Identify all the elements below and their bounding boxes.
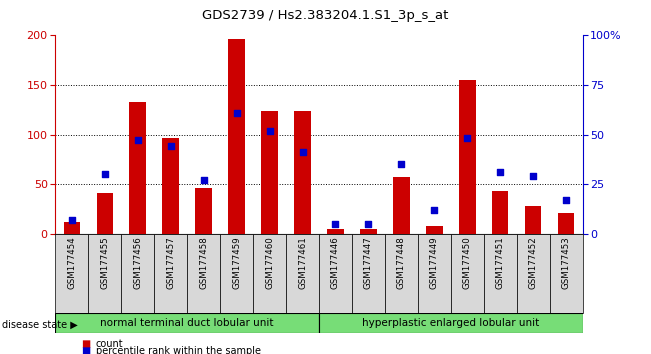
Text: GSM177460: GSM177460	[265, 236, 274, 289]
Text: GDS2739 / Hs2.383204.1.S1_3p_s_at: GDS2739 / Hs2.383204.1.S1_3p_s_at	[202, 9, 449, 22]
Bar	[163, 138, 179, 234]
Text: ■: ■	[81, 346, 90, 354]
Point	[363, 221, 374, 227]
Text: GSM177453: GSM177453	[562, 236, 571, 289]
Bar	[426, 226, 443, 234]
Bar	[229, 39, 245, 234]
Point	[264, 128, 275, 133]
Bar	[525, 206, 542, 234]
Text: GSM177454: GSM177454	[67, 236, 76, 289]
Point	[561, 197, 572, 203]
Point	[133, 138, 143, 143]
Bar	[286, 234, 319, 313]
Text: disease state ▶: disease state ▶	[2, 320, 77, 330]
Bar	[450, 234, 484, 313]
Text: GSM177451: GSM177451	[496, 236, 505, 289]
Bar	[261, 111, 278, 234]
Text: GSM177455: GSM177455	[100, 236, 109, 289]
Point	[298, 149, 308, 155]
Bar	[492, 191, 508, 234]
Text: GSM177459: GSM177459	[232, 236, 241, 289]
Point	[330, 221, 340, 227]
Point	[199, 177, 209, 183]
Point	[100, 171, 110, 177]
Bar	[130, 102, 146, 234]
Point	[528, 173, 538, 179]
Bar	[393, 177, 409, 234]
Bar	[327, 229, 344, 234]
Text: GSM177458: GSM177458	[199, 236, 208, 289]
Text: GSM177457: GSM177457	[166, 236, 175, 289]
Bar	[549, 234, 583, 313]
Bar	[195, 188, 212, 234]
Point	[429, 207, 439, 213]
Bar	[484, 234, 517, 313]
Bar	[319, 313, 583, 333]
Bar	[96, 193, 113, 234]
Bar	[187, 234, 220, 313]
Text: GSM177450: GSM177450	[463, 236, 472, 289]
Bar	[352, 234, 385, 313]
Point	[462, 136, 473, 141]
Text: percentile rank within the sample: percentile rank within the sample	[96, 346, 260, 354]
Bar	[360, 229, 377, 234]
Text: GSM177446: GSM177446	[331, 236, 340, 289]
Point	[165, 144, 176, 149]
Text: count: count	[96, 339, 123, 349]
Bar	[154, 234, 187, 313]
Text: GSM177447: GSM177447	[364, 236, 373, 289]
Text: GSM177449: GSM177449	[430, 236, 439, 289]
Text: ■: ■	[81, 339, 90, 349]
Point	[495, 169, 505, 175]
Bar	[517, 234, 549, 313]
Bar	[121, 234, 154, 313]
Text: GSM177456: GSM177456	[133, 236, 142, 289]
Bar	[558, 213, 574, 234]
Bar	[418, 234, 450, 313]
Text: GSM177448: GSM177448	[397, 236, 406, 289]
Bar	[459, 80, 475, 234]
Bar	[64, 222, 80, 234]
Bar	[89, 234, 121, 313]
Point	[231, 110, 242, 115]
Text: normal terminal duct lobular unit: normal terminal duct lobular unit	[100, 318, 274, 328]
Bar	[220, 234, 253, 313]
Text: hyperplastic enlarged lobular unit: hyperplastic enlarged lobular unit	[362, 318, 540, 328]
Bar	[55, 313, 319, 333]
Bar	[319, 234, 352, 313]
Bar	[294, 111, 311, 234]
Bar	[385, 234, 418, 313]
Text: GSM177452: GSM177452	[529, 236, 538, 289]
Text: GSM177461: GSM177461	[298, 236, 307, 289]
Point	[66, 217, 77, 223]
Bar	[55, 234, 89, 313]
Point	[396, 161, 407, 167]
Bar	[253, 234, 286, 313]
